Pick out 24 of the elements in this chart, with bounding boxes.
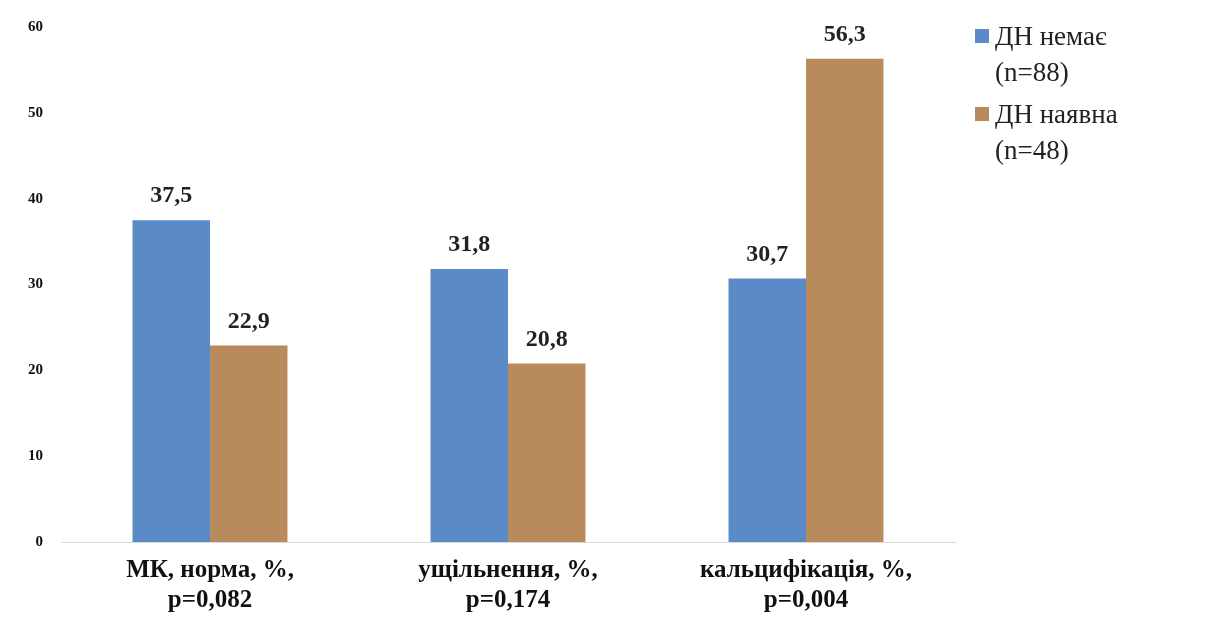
x-tick-label: МК, норма, %, p=0,082 bbox=[126, 555, 294, 613]
y-tick-label: 20 bbox=[28, 361, 43, 378]
y-tick-label: 50 bbox=[28, 103, 43, 120]
data-label: 30,7 bbox=[746, 239, 789, 266]
bar bbox=[806, 58, 884, 542]
bar bbox=[430, 269, 508, 542]
data-label: 20,8 bbox=[525, 324, 568, 351]
data-label: 37,5 bbox=[150, 181, 193, 208]
bar bbox=[728, 278, 806, 542]
y-tick-label: 60 bbox=[28, 17, 43, 34]
y-tick-label: 0 bbox=[35, 532, 43, 549]
legend-label: ДН немає (n=88) bbox=[995, 20, 1108, 89]
data-label: 56,3 bbox=[823, 19, 866, 46]
data-label: 22,9 bbox=[227, 306, 270, 333]
x-tick-label: ущільнення, %, p=0,174 bbox=[418, 555, 598, 613]
bar bbox=[508, 363, 586, 542]
bar bbox=[210, 345, 288, 542]
y-tick-label: 40 bbox=[28, 189, 43, 206]
x-tick-label: кальцифікація, %, p=0,004 bbox=[699, 555, 913, 613]
legend-label: ДН наявна (n=48) bbox=[995, 98, 1119, 167]
y-tick-label: 30 bbox=[28, 275, 43, 292]
y-tick-label: 10 bbox=[28, 447, 43, 464]
bar bbox=[132, 220, 210, 542]
data-label: 31,8 bbox=[448, 230, 491, 257]
